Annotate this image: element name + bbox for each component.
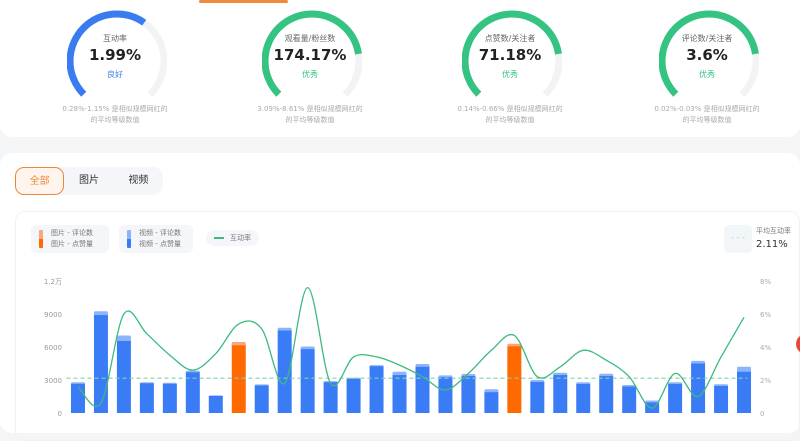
- bar-video-likes: [277, 330, 292, 413]
- tab-all[interactable]: 全部: [15, 167, 65, 195]
- gauge-label: 评论数/关注者: [681, 34, 733, 43]
- bar-video-likes: [530, 381, 545, 413]
- bar-video-likes: [323, 382, 338, 413]
- gauge-description: 0.14%-0.66% 是相似规模网红的 的平均等级数值: [415, 104, 605, 126]
- gauge-arc-icon: [67, 10, 167, 106]
- left-axis-tick: 3000: [44, 377, 62, 385]
- image-swatch-icon: [39, 230, 43, 248]
- bar-video-likes: [93, 315, 108, 413]
- left-axis-tick: 1.2万: [44, 278, 62, 286]
- chart-card: 图片 - 评论数 图片 - 点赞量 视频 - 评论数 视频 - 点赞量 互动率 …: [15, 211, 800, 441]
- legend-image-likes: 图片 - 点赞量: [51, 240, 93, 248]
- metrics-card: [0, 0, 800, 137]
- engagement-chart: 0 3000 6000 9000 1.2万 0 2% 4% 6% 8%: [44, 278, 772, 418]
- gauge-arc-icon: [659, 10, 759, 106]
- gauge-engagement-rate: 互动率 1.99% 良好 0.28%-1.15% 是相似规模网红的 的平均等级数值: [20, 6, 210, 131]
- bar-video-likes: [369, 366, 384, 413]
- bar-video-likes: [346, 378, 361, 413]
- bar-video-likes: [70, 383, 85, 413]
- bar-video-likes: [392, 375, 407, 413]
- right-axis-tick: 6%: [760, 311, 771, 319]
- gauge-desc-line2: 的平均等级数值: [682, 116, 732, 124]
- gauge-level: 优秀: [699, 70, 715, 79]
- bar-video-likes: [139, 383, 154, 413]
- bar-image-likes: [507, 346, 522, 413]
- content-type-tabs: 全部 图片 视频: [15, 167, 163, 195]
- legend-video-likes: 视频 - 点赞量: [139, 240, 181, 248]
- gauge-label: 互动率: [103, 34, 127, 43]
- gauge-description: 0.28%-1.15% 是相似规模网红的 的平均等级数值: [20, 104, 210, 126]
- bar-video-comments: [116, 335, 131, 343]
- left-axis-tick: 0: [58, 410, 62, 418]
- gauge-level: 优秀: [502, 70, 518, 79]
- gauge-level: 优秀: [302, 70, 318, 79]
- bar-video-likes: [162, 383, 177, 413]
- average-line-icon: - - -: [724, 225, 752, 253]
- left-axis-tick: 9000: [44, 311, 62, 319]
- right-axis-tick: 8%: [760, 278, 771, 286]
- legend-rate[interactable]: 互动率: [206, 230, 259, 246]
- gauge-views-per-follower: 观看量/粉丝数 174.17% 优秀 3.09%-8.61% 是相似规模网红的的…: [215, 6, 405, 131]
- bar-video-likes: [300, 349, 315, 413]
- right-axis-tick: 0: [760, 410, 764, 418]
- line-swatch-icon: [214, 237, 224, 239]
- gauge-desc-line1: 0.14%-0.66% 是相似规模网红的: [457, 105, 563, 113]
- gauge-comments-per-follower: 评论数/关注者 3.6% 优秀 0.02%-0.03% 是相似规模网红的 的平均等…: [612, 6, 800, 131]
- bar-video-comments: [737, 366, 752, 374]
- legend-image-comments: 图片 - 评论数: [51, 229, 93, 237]
- gauge-arc-icon: [262, 10, 362, 106]
- gauge-arc-icon: [462, 10, 562, 106]
- bar-video-likes: [576, 383, 591, 413]
- bar-video-likes: [737, 371, 752, 413]
- tab-images[interactable]: 图片: [79, 175, 99, 186]
- legend-rate-label: 互动率: [230, 234, 251, 242]
- average-rate-label: 平均互动率: [756, 227, 791, 235]
- floating-action-button[interactable]: [796, 334, 800, 354]
- bar-video-likes: [691, 363, 706, 413]
- gauge-desc-line1: 0.28%-1.15% 是相似规模网红的: [62, 105, 168, 113]
- gauge-desc-line2: 的平均等级数值: [485, 116, 535, 124]
- gauge-value: 71.18%: [478, 46, 542, 64]
- engagement-rate-line: [77, 286, 745, 409]
- gauge-desc-line1: 0.02%-0.03% 是相似规模网红的: [654, 105, 760, 113]
- bar-video-likes: [185, 372, 200, 413]
- gauge-label: 观看量/粉丝数: [284, 34, 336, 43]
- legend-video-comments: 视频 - 评论数: [139, 229, 181, 237]
- gauge-value: 174.17%: [273, 46, 347, 64]
- gauge-desc-line1: 3.09%-8.61% 是相似规模网红的: [257, 105, 363, 113]
- gauge-desc-line2: 的平均等级数值: [285, 116, 335, 124]
- tab-videos[interactable]: 视频: [128, 175, 149, 186]
- bar-video-likes: [438, 377, 453, 413]
- gauge-description: 3.09%-8.61% 是相似规模网红的 的平均等级数值: [215, 104, 405, 126]
- bar-video-likes: [116, 340, 131, 413]
- gauge-level: 良好: [107, 70, 123, 79]
- gauge-description: 0.02%-0.03% 是相似规模网红的 的平均等级数值: [612, 104, 800, 126]
- gauge-value: 3.6%: [686, 46, 728, 64]
- bar-video-likes: [461, 376, 476, 413]
- right-axis-tick: 2%: [760, 377, 771, 385]
- gauge-likes-per-follower: 点赞数/关注者 71.18% 优秀 0.14%-0.66% 是相似规模网红的 的平…: [415, 6, 605, 131]
- legend-image[interactable]: 图片 - 评论数 图片 - 点赞量: [31, 225, 109, 253]
- active-tab-indicator: [199, 0, 288, 3]
- bar-image-likes: [231, 345, 246, 413]
- legend-video[interactable]: 视频 - 评论数 视频 - 点赞量: [119, 225, 193, 253]
- bar-video-likes: [553, 375, 568, 413]
- gauge-desc-line2: 的平均等级数值: [90, 116, 140, 124]
- bar-video-likes: [668, 383, 683, 413]
- bar-video-likes: [599, 376, 614, 413]
- right-axis-tick: 4%: [760, 344, 771, 352]
- video-swatch-icon: [127, 230, 131, 248]
- bar-video-likes: [622, 386, 637, 413]
- left-axis-tick: 6000: [44, 344, 62, 352]
- bar-video-likes: [484, 392, 499, 413]
- bar-video-likes: [208, 395, 223, 413]
- gauge-value: 1.99%: [88, 46, 142, 64]
- bar-video-likes: [714, 385, 729, 413]
- gauge-label: 点赞数/关注者: [484, 34, 536, 43]
- average-rate-value: 2.11%: [756, 239, 788, 250]
- bar-video-likes: [254, 385, 269, 413]
